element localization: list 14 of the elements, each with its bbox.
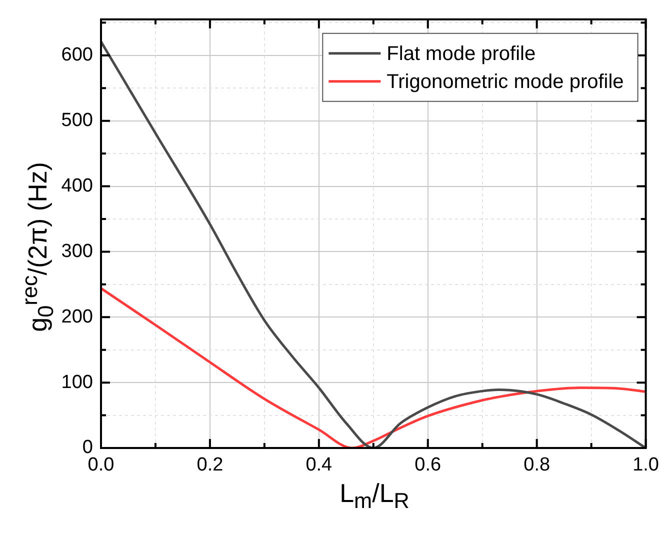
y-tick-label: 200 <box>61 306 93 328</box>
x-tick-label: 0.6 <box>414 454 442 476</box>
y-tick-label: 600 <box>61 44 93 66</box>
y-tick-label: 400 <box>61 175 93 196</box>
y-tick-label: 500 <box>61 110 93 132</box>
x-axis-title: L$_{m}$/L$_{R}$ <box>338 478 410 514</box>
x-tick-label: 1.0 <box>632 454 660 476</box>
legend-label: Flat mode profile <box>386 42 536 65</box>
y-tick-label: 300 <box>61 240 93 262</box>
legend-label: Trigonometric mode profile <box>386 70 624 93</box>
x-tick-label: 0.2 <box>196 454 224 476</box>
x-tick-label: 0.8 <box>524 454 550 476</box>
x-tick-label: 0.4 <box>306 454 333 476</box>
y-tick-label: 100 <box>61 372 93 393</box>
